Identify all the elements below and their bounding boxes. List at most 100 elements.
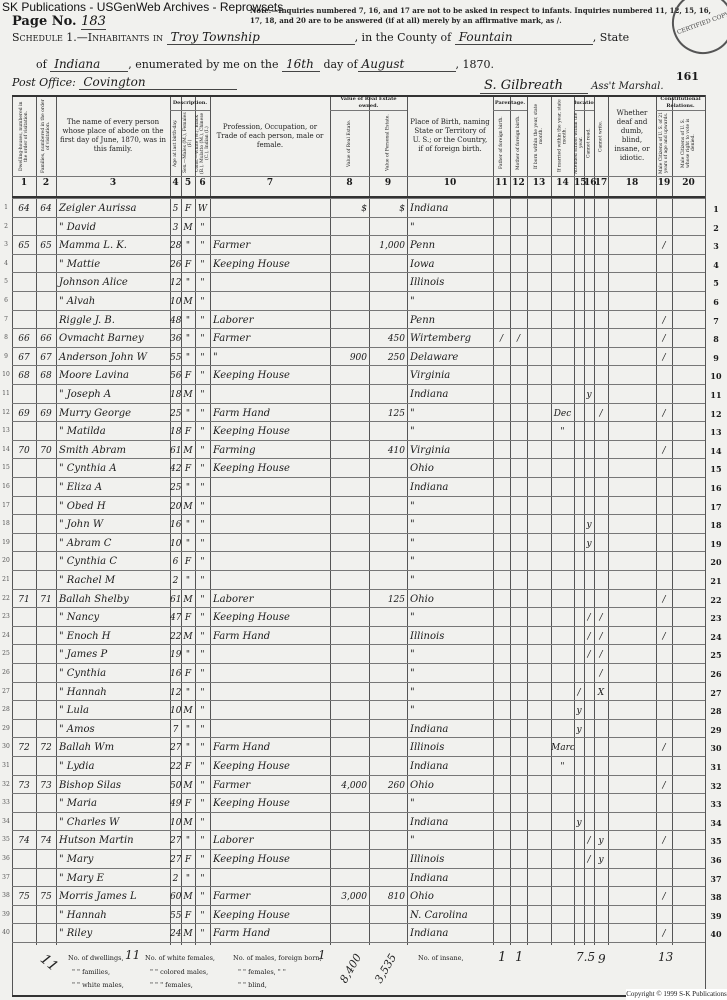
table-cell-col9: 410 [387,445,405,456]
table-cell-col9: 250 [387,352,405,363]
table-cell-col1: 68 [18,371,30,382]
table-cell-col5: M [183,222,193,233]
table-cell-col10: " [410,668,415,679]
row-rule [12,681,705,683]
table-cell-col4: 61 [170,445,181,456]
row-rule [12,291,705,292]
table-cell-col1: 75 [18,892,30,903]
table-cell-col5: M [183,706,193,717]
table-cell-col15: y [576,724,582,735]
row-rule [12,644,705,646]
table-cell-col4: 19 [170,650,181,661]
table-cell-col17: / [599,669,603,679]
table-cell-col10: Virginia [410,444,451,456]
column-header-2: Families, numbered in the order of visit… [41,99,51,173]
table-cell-col3: Ovmacht Barney [59,333,144,345]
line-number-left: 23 [2,613,10,621]
table-cell-col10: " [410,612,415,624]
line-number-left: 7 [4,315,8,323]
col15-16-total: 7.5 [576,950,596,964]
column-number-rule [12,176,705,177]
table-cell-col5: F [184,799,192,810]
table-cell-col1: 72 [18,743,30,754]
table-cell-col4: 55 [170,352,181,363]
table-cell-col6: " [200,873,205,884]
table-cell-col3: " Hannah [59,686,107,698]
line-number-left: 25 [2,650,10,658]
table-cell-col10: N. Carolina [410,909,468,921]
column-divider [705,95,706,995]
table-cell-col7: Keeping House [213,612,290,624]
column-header-7: Profession, Occupation, or Trade of each… [216,122,324,149]
column-number: 19 [657,178,671,188]
line-number-right: 2 [713,222,719,233]
line-number-right: 23 [710,613,722,624]
line-number-right: 8 [713,334,719,345]
column-header-10: Place of Birth, naming State or Territor… [410,118,490,153]
table-cell-col14: " [560,762,565,772]
table-cell-col7: Keeping House [213,909,290,921]
row-rule [12,718,705,720]
table-cell-col7: Keeping House [213,370,290,382]
table-cell-col6: " [200,836,205,847]
table-cell-col2: 70 [40,445,52,456]
schedule-line: Schedule 1.—Inhabitants in Troy Township… [12,30,629,45]
row-rule [12,384,705,385]
line-number-left: 30 [2,743,10,751]
column-number: 9 [384,178,392,188]
insane-label: No. of insane, [418,954,464,962]
table-cell-col6: " [200,278,205,289]
table-cell-col7: Laborer [213,314,254,326]
table-cell-col16: / [587,650,591,661]
line-number-left: 6 [4,297,8,304]
row-rule [12,346,705,348]
row-rule [12,458,705,460]
row-rule [12,216,705,218]
line-number-left: 32 [2,780,10,788]
table-cell-col4: 28 [170,241,181,252]
row-rule [12,774,705,776]
table-cell-col10: Indiana [410,723,449,735]
column-number: 5 [184,178,192,188]
table-cell-col7: Keeping House [213,854,290,865]
table-cell-col4: 3 [172,222,179,233]
column-number: 7 [266,178,274,188]
column-header-18: Whether deaf and dumb, blind, insane, or… [614,109,650,162]
table-cell-col7: Farmer [213,240,251,252]
footer-tally: 11 [36,951,61,975]
table-cell-col4: 10 [170,538,181,549]
table-cell-col10: Indiana [410,816,449,828]
table-cell-col3: " Alvah [59,296,96,307]
table-cell-col10: Indiana [410,389,449,400]
table-cell-col10: " [410,705,415,717]
column-divider [56,95,57,945]
column-number: 16 [584,178,597,188]
line-number-right: 27 [710,687,722,698]
table-cell-col4: 24 [170,929,181,940]
row-rule [12,532,705,534]
table-cell-col2: 69 [40,408,52,419]
table-cell-col10: " [410,649,415,661]
table-cell-col4: 12 [170,278,181,289]
table-cell-col6: " [200,501,205,512]
column-header-8: Value of Real Estate. [347,119,352,167]
row-rule [12,495,705,497]
line-number-right: 15 [710,464,722,475]
row-rule [12,904,705,906]
table-cell-col10: " [410,221,415,233]
table-cell-col3: Morris James L [59,891,137,903]
township-field: Troy Township [166,30,355,45]
row-rule [12,867,705,869]
column-divider [407,95,408,945]
line-number-right: 33 [710,799,722,810]
table-cell-col5: F [184,669,192,679]
page-label: Page No. [12,14,77,29]
table-cell-col19: / [662,929,666,940]
table-cell-col3: " Cynthia [59,668,107,679]
table-cell-col1: 67 [18,352,30,363]
table-cell-col10: Virginia [410,370,451,382]
marshal-signature: S. Gilbreath [480,78,588,94]
row-rule [12,663,705,664]
table-cell-col17: y [598,836,604,847]
table-cell-col19: / [662,631,666,642]
